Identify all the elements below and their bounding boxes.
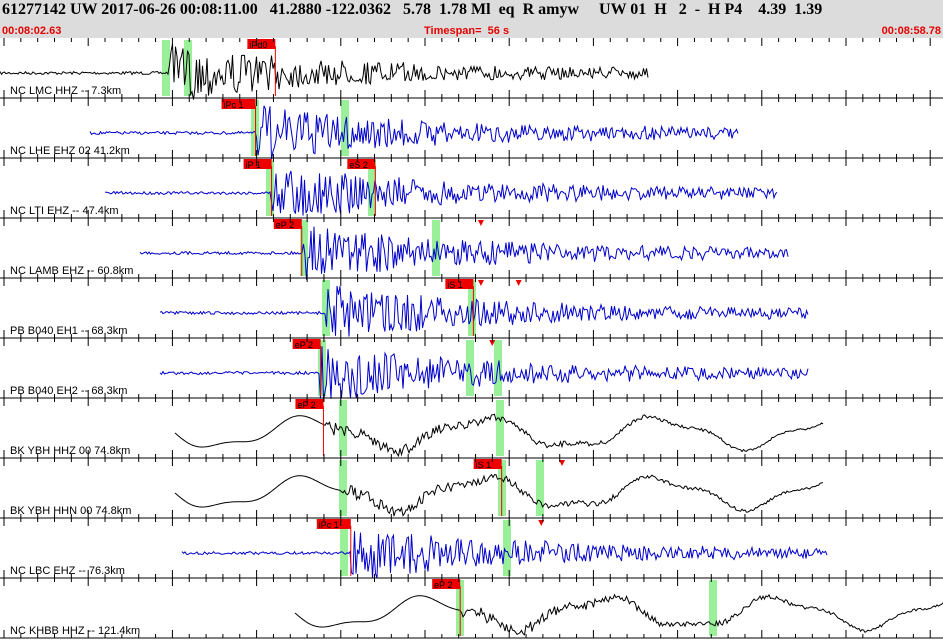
end-time: 00:08:58.78 [881, 25, 941, 37]
pick-flag[interactable] [292, 339, 321, 349]
marker-triangle [538, 520, 545, 526]
pick-flag[interactable] [247, 39, 276, 49]
pick-window [339, 400, 347, 456]
pick-label: iPc 1 [224, 100, 244, 110]
pick-flag[interactable] [347, 159, 376, 169]
station-label: BK YBH HHZ 00 74.8km [10, 445, 130, 457]
trace-row[interactable]: eP 2 BK YBH HHZ 00 74.8km [0, 398, 943, 459]
pick-label: eP 2 [276, 220, 294, 230]
pick-window [184, 40, 192, 96]
pick-window [318, 340, 326, 396]
trace-row[interactable]: eP 2 NC LAMB EHZ -- 60.8km [0, 218, 943, 280]
pick-label: iPc 1 [319, 520, 339, 530]
station-label: NC LAMB EHZ -- 60.8km [10, 265, 133, 277]
trace-row[interactable]: iPc 1 NC LHE EHZ 02 41.2km [0, 98, 943, 160]
pick-window [536, 460, 544, 516]
pick-window [266, 160, 274, 216]
marker-triangle [559, 460, 566, 466]
trace-row[interactable]: iS 1 PB B040 EH1 -- 68.3km [0, 278, 943, 339]
station-label: PB B040 EH1 -- 68.3km [10, 325, 127, 337]
marker-triangle [515, 280, 522, 286]
waveform [104, 170, 778, 216]
pick-label: iS 1 [447, 280, 463, 290]
station-label: NC LMC HHZ -- 7.3km [10, 85, 121, 97]
trace-row[interactable]: eP 2 PB B040 EH2 -- 68.3km [0, 338, 943, 402]
station-label: NC LHE EHZ 02 41.2km [10, 145, 130, 157]
waveform [174, 473, 824, 517]
trace-row[interactable]: eP 2 NC KHBB HHZ -- 121.4km [0, 578, 943, 639]
pick-flag[interactable] [445, 279, 474, 289]
pick-window [340, 520, 348, 576]
pick-flag[interactable] [473, 459, 502, 469]
waveform [174, 413, 824, 458]
trace-row[interactable]: iS 1 BK YBH HHN 00 74.8km [0, 458, 943, 519]
waveform [181, 531, 828, 579]
trace-row[interactable]: iP 1 eS 2 NC LTI EHZ -- 47.4km [0, 158, 943, 219]
trace-row[interactable]: iPc 1 NC LBC EHZ -- 76.3km [0, 518, 943, 579]
pick-window [322, 280, 330, 336]
pick-window [251, 100, 259, 156]
pick-window [496, 400, 504, 456]
marker-triangle [477, 220, 484, 226]
waveform [294, 593, 943, 636]
seismogram-panel[interactable]: iPd0 NC LMC HHZ -- 7.3km iPc 1 NC LHE EHZ 0… [0, 38, 943, 640]
station-label: NC LTI EHZ -- 47.4km [10, 205, 119, 217]
pick-window [162, 40, 170, 96]
station-label: NC LBC EHZ -- 76.3km [10, 565, 125, 577]
event-header: 61277142 UW 2017-06-26 00:08:11.00 41.28… [0, 0, 943, 38]
pick-window [468, 280, 476, 336]
pick-label: eP 2 [297, 400, 315, 410]
station-label: PB B040 EH2 -- 68.3km [10, 385, 127, 397]
station-label: NC KHBB HHZ -- 121.4km [10, 625, 140, 637]
pick-window [368, 160, 376, 216]
station-label: BK YBH HHN 00 74.8km [10, 505, 131, 517]
pick-flag[interactable] [432, 579, 461, 589]
waveform [159, 346, 809, 402]
pick-flag[interactable] [295, 399, 324, 409]
waveform [139, 226, 789, 280]
pick-window [709, 580, 717, 636]
pick-label: iPd0 [249, 40, 267, 50]
marker-triangle [477, 280, 484, 286]
waveform [159, 285, 809, 337]
pick-label: iP 1 [246, 160, 261, 170]
pick-label: iS 1 [476, 460, 492, 470]
pick-window [503, 520, 511, 576]
pick-flag[interactable] [243, 159, 272, 169]
waveform [0, 43, 649, 100]
pick-flag[interactable] [316, 519, 351, 529]
start-time: 00:08:02.63 [2, 25, 62, 37]
event-title: 61277142 UW 2017-06-26 00:08:11.00 41.28… [2, 1, 823, 18]
timespan: Timespan= 56 s [424, 25, 510, 37]
pick-window [339, 460, 347, 516]
pick-label: eS 2 [349, 160, 368, 170]
marker-triangle [489, 340, 496, 346]
pick-label: eP 2 [295, 340, 313, 350]
waveform [89, 105, 739, 160]
pick-flag[interactable] [273, 219, 302, 229]
trace-row[interactable]: iPd0 NC LMC HHZ -- 7.3km [0, 38, 943, 100]
pick-flag[interactable] [221, 99, 256, 109]
pick-label: eP 2 [434, 580, 452, 590]
